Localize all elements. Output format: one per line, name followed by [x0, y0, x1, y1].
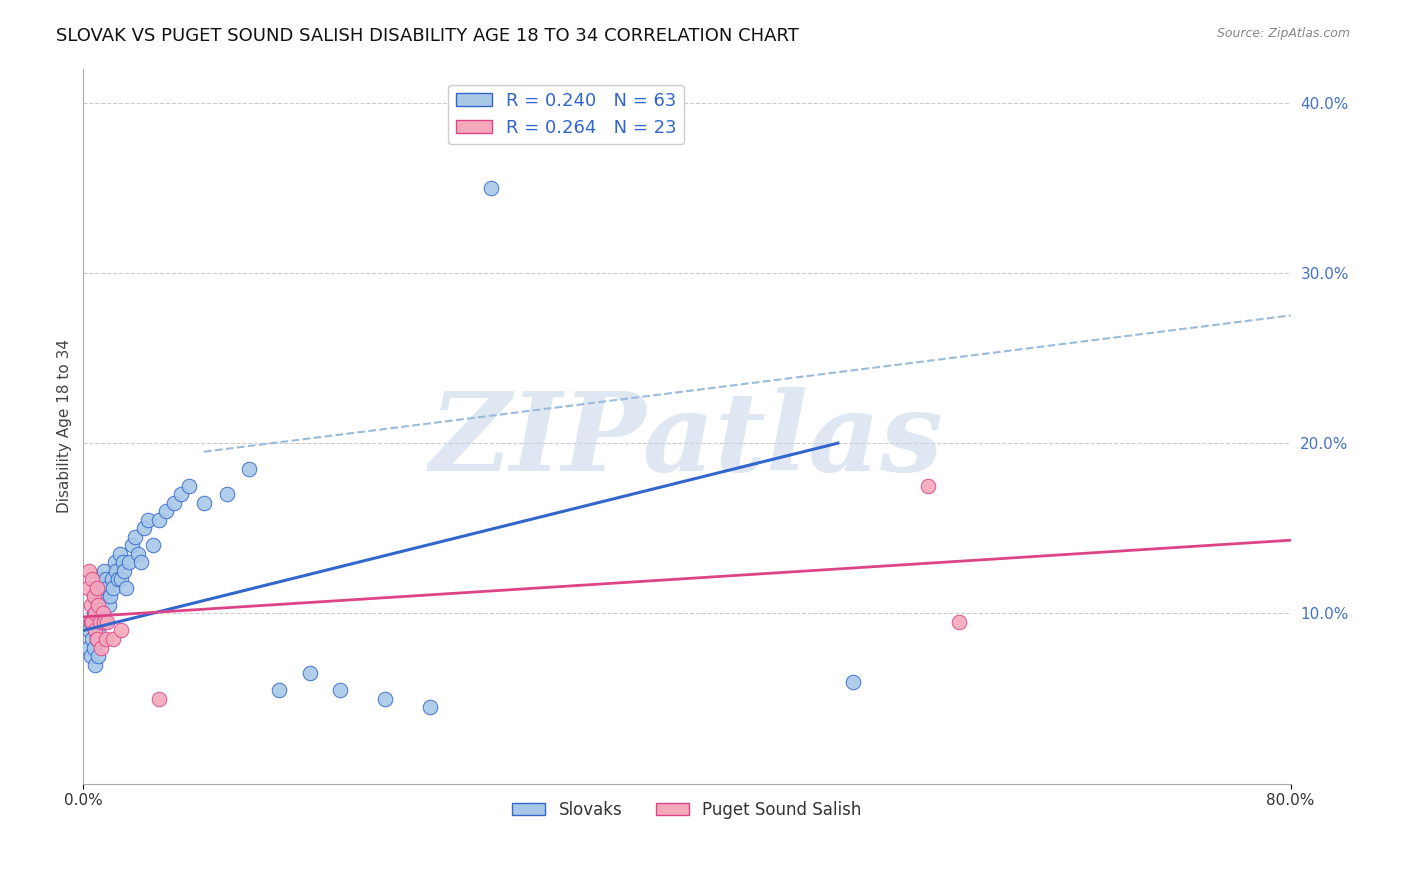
- Point: [96, 581, 118, 595]
- Point: [112, 564, 135, 578]
- Point: [84, 657, 107, 672]
- Point: [86, 581, 108, 595]
- Point: [269, 683, 291, 698]
- Text: SLOVAK VS PUGET SOUND SALISH DISABILITY AGE 18 TO 34 CORRELATION CHART: SLOVAK VS PUGET SOUND SALISH DISABILITY …: [56, 27, 799, 45]
- Point: [148, 691, 170, 706]
- Point: [89, 615, 111, 629]
- Point: [83, 590, 105, 604]
- Point: [93, 590, 115, 604]
- Point: [80, 615, 103, 629]
- Point: [163, 496, 186, 510]
- Point: [110, 624, 132, 638]
- Point: [76, 640, 98, 655]
- Point: [83, 640, 105, 655]
- Point: [842, 674, 865, 689]
- Y-axis label: Disability Age 18 to 34: Disability Age 18 to 34: [58, 339, 72, 513]
- Point: [110, 573, 132, 587]
- Text: Source: ZipAtlas.com: Source: ZipAtlas.com: [1216, 27, 1350, 40]
- Point: [100, 590, 122, 604]
- Point: [84, 607, 107, 621]
- Point: [329, 683, 352, 698]
- Point: [87, 624, 110, 638]
- Point: [86, 615, 108, 629]
- Point: [82, 632, 104, 646]
- Point: [108, 547, 131, 561]
- Point: [101, 573, 124, 587]
- Point: [86, 632, 108, 646]
- Point: [170, 487, 193, 501]
- Point: [148, 513, 170, 527]
- Point: [79, 564, 101, 578]
- Point: [93, 615, 115, 629]
- Point: [89, 590, 111, 604]
- Point: [83, 590, 105, 604]
- Point: [129, 555, 152, 569]
- Point: [90, 640, 112, 655]
- Point: [177, 479, 200, 493]
- Point: [136, 513, 159, 527]
- Point: [127, 547, 149, 561]
- Point: [87, 607, 110, 621]
- Point: [111, 555, 134, 569]
- Point: [96, 615, 118, 629]
- Point: [103, 632, 125, 646]
- Point: [132, 521, 155, 535]
- Point: [104, 555, 127, 569]
- Legend: Slovaks, Puget Sound Salish: Slovaks, Puget Sound Salish: [505, 794, 869, 825]
- Point: [97, 598, 120, 612]
- Point: [114, 581, 136, 595]
- Point: [87, 598, 110, 612]
- Point: [238, 461, 260, 475]
- Point: [215, 487, 238, 501]
- Point: [374, 691, 396, 706]
- Point: [82, 615, 104, 629]
- Point: [89, 615, 111, 629]
- Point: [103, 581, 125, 595]
- Point: [155, 504, 177, 518]
- Point: [142, 538, 165, 552]
- Point: [91, 607, 114, 621]
- Point: [82, 573, 104, 587]
- Point: [94, 573, 117, 587]
- Point: [117, 555, 139, 569]
- Point: [84, 624, 107, 638]
- Point: [124, 530, 146, 544]
- Point: [121, 538, 143, 552]
- Point: [82, 615, 104, 629]
- Point: [105, 564, 128, 578]
- Point: [80, 598, 103, 612]
- Point: [91, 581, 114, 595]
- Point: [90, 598, 112, 612]
- Point: [80, 648, 103, 663]
- Point: [79, 624, 101, 638]
- Point: [419, 700, 441, 714]
- Point: [298, 666, 321, 681]
- Point: [917, 479, 939, 493]
- Point: [80, 615, 103, 629]
- Point: [76, 581, 98, 595]
- Point: [91, 615, 114, 629]
- Point: [86, 598, 108, 612]
- Point: [86, 632, 108, 646]
- Point: [84, 607, 107, 621]
- Point: [94, 632, 117, 646]
- Point: [87, 648, 110, 663]
- Point: [90, 573, 112, 587]
- Point: [107, 573, 129, 587]
- Point: [948, 615, 970, 629]
- Text: ZIPatlas: ZIPatlas: [430, 386, 943, 494]
- Point: [479, 180, 502, 194]
- Point: [93, 564, 115, 578]
- Point: [83, 607, 105, 621]
- Point: [193, 496, 215, 510]
- Point: [84, 624, 107, 638]
